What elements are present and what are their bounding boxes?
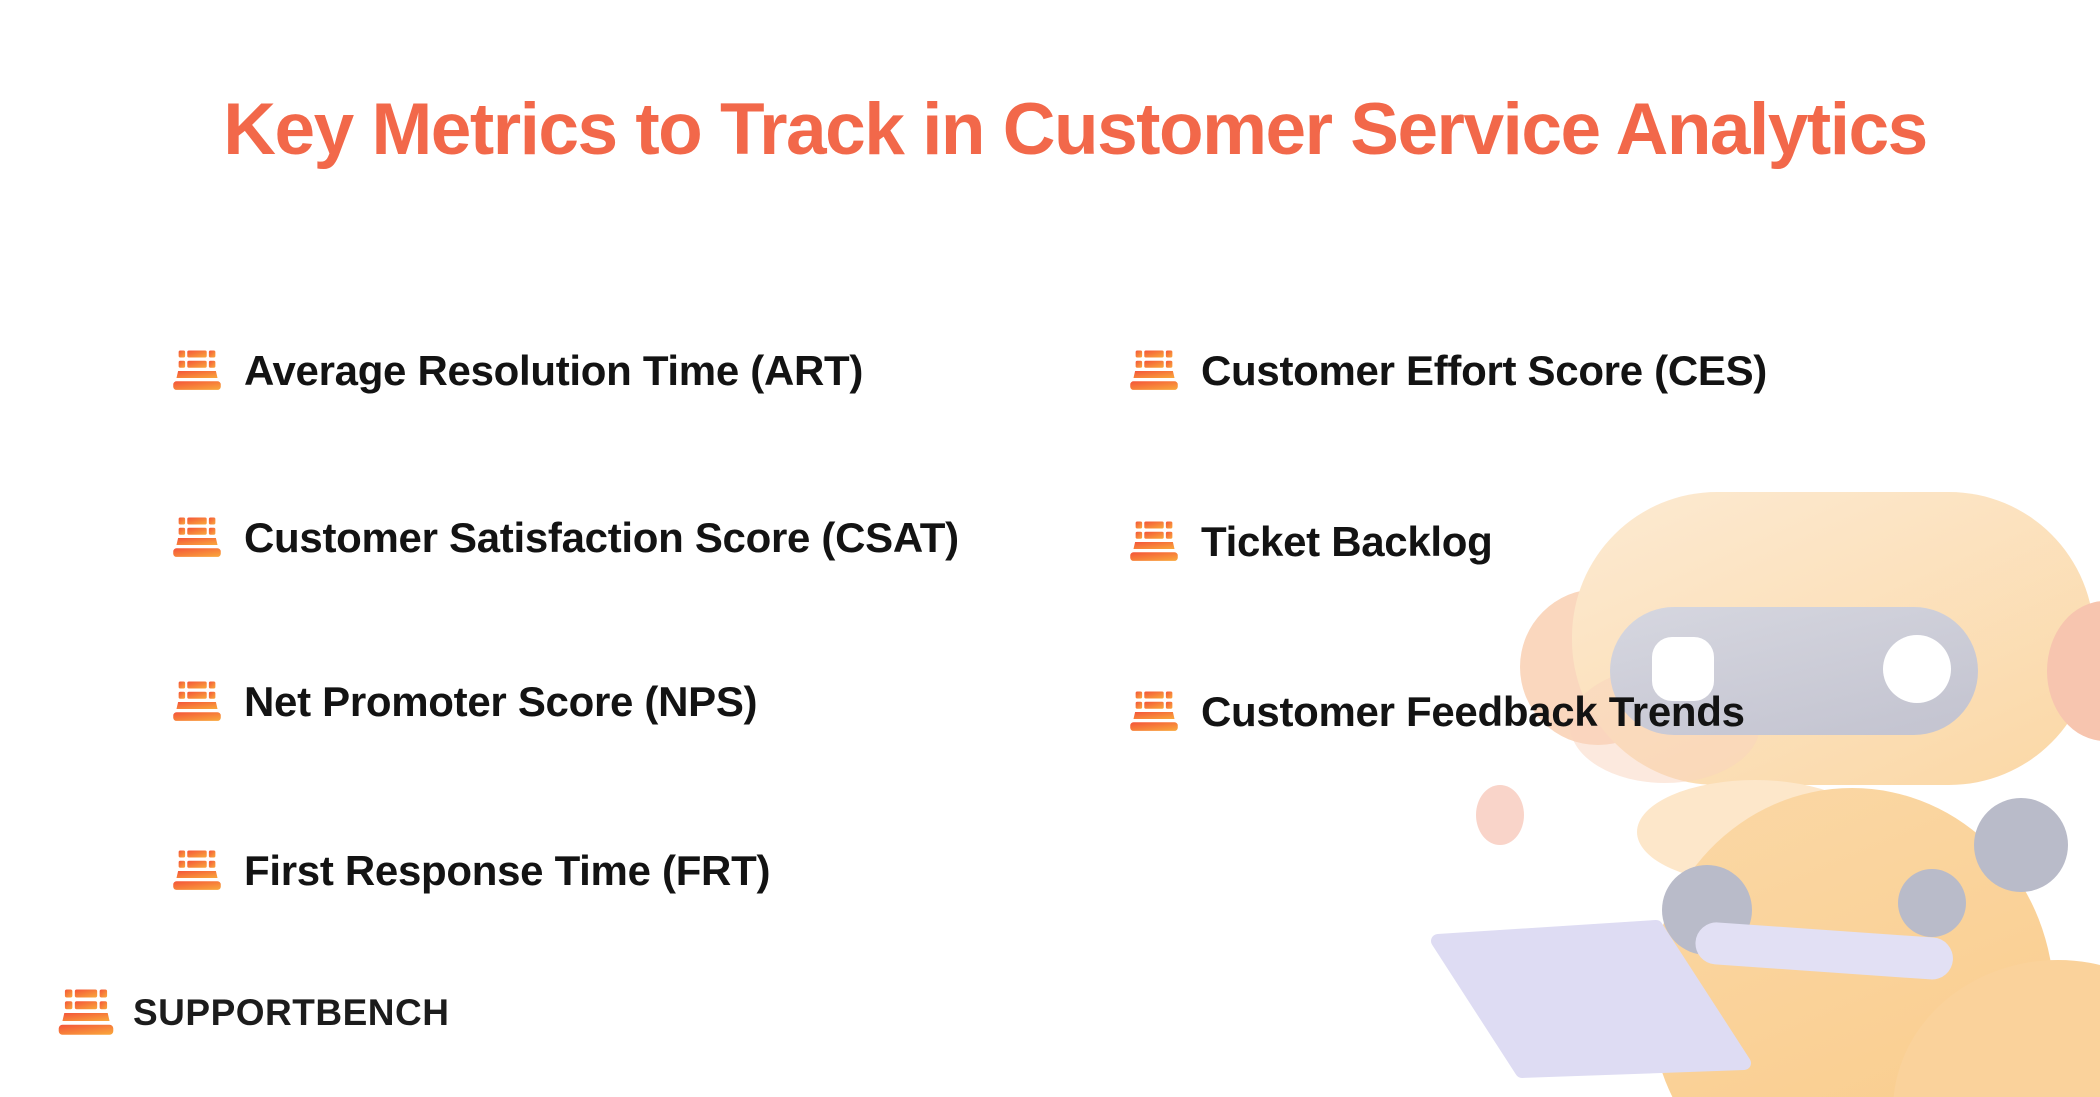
metric-item-feedback-trends: Customer Feedback Trends [1127,682,1745,742]
bench-icon [170,678,224,726]
logo-part-bench: BENCH [315,992,450,1033]
metric-label: Ticket Backlog [1201,518,1493,565]
metric-item-art: Average Resolution Time (ART) [170,341,863,401]
laptop-screen [1431,920,1751,1078]
laptop-base [1695,922,1953,980]
bench-icon [1127,688,1181,736]
bench-icon [55,985,117,1041]
page-title: Key Metrics to Track in Customer Service… [223,89,1928,170]
logo-wordmark: SUPPORTBENCH [133,992,449,1034]
bench-icon [170,847,224,895]
robot-eye-left [1652,637,1714,701]
metric-label: Customer Feedback Trends [1201,688,1745,735]
metric-item-ces: Customer Effort Score (CES) [1127,341,1767,401]
metric-label: First Response Time (FRT) [244,847,771,894]
bench-icon [1127,347,1181,395]
robot-torso-right [1893,960,2100,1097]
metric-label: Average Resolution Time (ART) [244,347,864,394]
logo-part-support: SUPPORT [133,992,316,1033]
robot-ear-right [2047,601,2100,741]
metric-item-frt: First Response Time (FRT) [170,841,770,901]
robot-head-group [1520,492,2100,785]
metric-item-ticket-backlog: Ticket Backlog [1127,512,1493,572]
metric-item-csat: Customer Satisfaction Score (CSAT) [170,508,959,568]
robot-eye-right [1883,635,1951,703]
metric-label: Customer Satisfaction Score (CSAT) [244,514,959,561]
robot-body-group [1431,780,2100,1097]
metric-label: Net Promoter Score (NPS) [244,678,758,725]
bench-icon [170,514,224,562]
bench-icon [170,347,224,395]
supportbench-logo: SUPPORTBENCH [55,985,449,1041]
pink-blob [1476,785,1524,845]
metric-item-nps: Net Promoter Score (NPS) [170,672,758,732]
robot-shoulder [1974,798,2068,892]
bench-icon [1127,518,1181,566]
robot-elbow [1898,869,1966,937]
metric-label: Customer Effort Score (CES) [1201,347,1767,394]
